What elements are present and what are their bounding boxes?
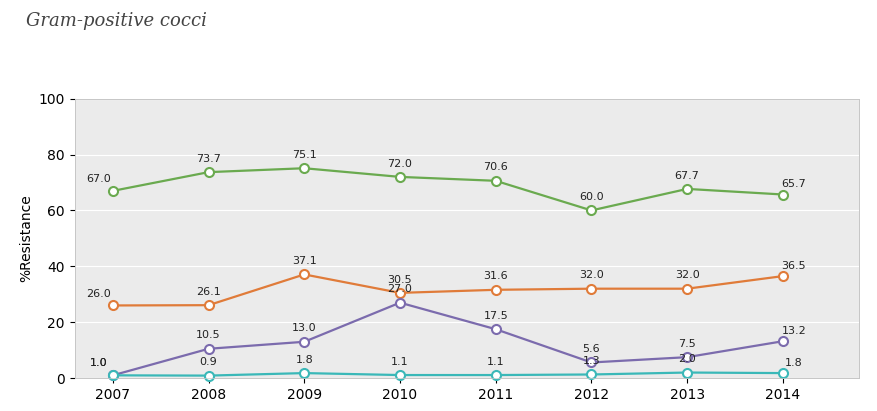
Text: 0.9: 0.9	[200, 357, 217, 367]
Text: 1.1: 1.1	[487, 357, 504, 367]
Text: 72.0: 72.0	[388, 159, 412, 169]
Text: 13.0: 13.0	[292, 323, 317, 333]
Text: 65.7: 65.7	[781, 179, 806, 189]
Text: Gram-positive cocci: Gram-positive cocci	[26, 12, 207, 30]
Text: 1.3: 1.3	[582, 356, 600, 366]
Text: 31.6: 31.6	[483, 272, 508, 282]
Text: 1.1: 1.1	[391, 357, 409, 367]
Text: 1.8: 1.8	[785, 358, 802, 367]
Text: 67.7: 67.7	[674, 171, 700, 180]
Text: 37.1: 37.1	[292, 256, 317, 266]
Text: 1.0: 1.0	[90, 358, 108, 368]
Text: 32.0: 32.0	[579, 270, 604, 280]
Text: 32.0: 32.0	[674, 270, 700, 280]
Text: 73.7: 73.7	[196, 154, 221, 164]
Text: 17.5: 17.5	[483, 311, 508, 321]
Text: 26.0: 26.0	[87, 289, 111, 298]
Text: 1.8: 1.8	[296, 355, 313, 365]
Text: 75.1: 75.1	[292, 150, 317, 160]
Text: 36.5: 36.5	[781, 261, 806, 270]
Text: 67.0: 67.0	[87, 174, 111, 184]
Text: 13.2: 13.2	[781, 326, 806, 336]
Text: 27.0: 27.0	[388, 284, 412, 294]
Text: 1.0: 1.0	[90, 358, 108, 368]
Text: 7.5: 7.5	[678, 339, 696, 349]
Text: 5.6: 5.6	[582, 344, 600, 354]
Text: 10.5: 10.5	[196, 330, 221, 340]
Text: 26.1: 26.1	[196, 287, 221, 297]
Text: 30.5: 30.5	[388, 275, 412, 284]
Text: 70.6: 70.6	[483, 162, 508, 173]
Y-axis label: %Resistance: %Resistance	[19, 194, 33, 282]
Text: 60.0: 60.0	[579, 192, 603, 202]
Text: 2.0: 2.0	[678, 354, 696, 364]
